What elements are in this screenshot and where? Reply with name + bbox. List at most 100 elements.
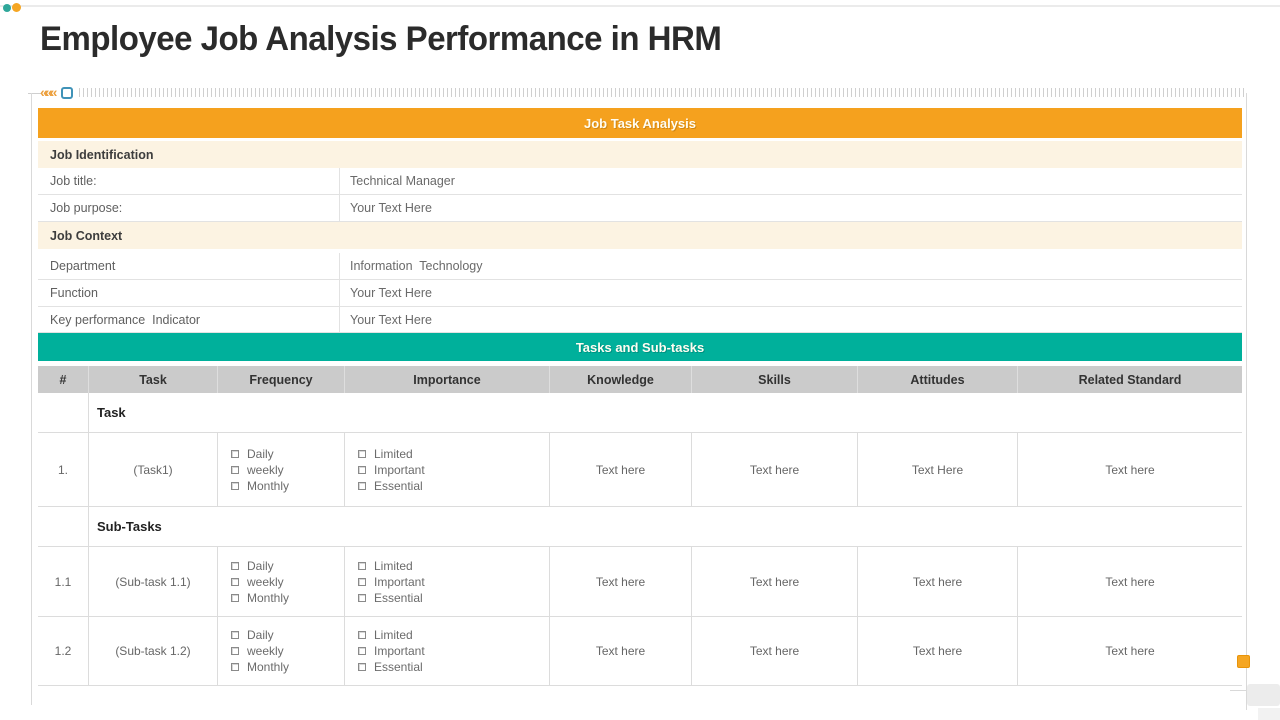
row-value: Your Text Here [350, 312, 432, 327]
cell-frequency: Daily weekly Monthly [217, 617, 344, 685]
window-dot-orange-icon [12, 3, 21, 12]
frequency-option: Monthly [231, 590, 289, 606]
ruler-checkbox[interactable] [61, 87, 73, 99]
frequency-option: weekly [231, 462, 284, 478]
cell-task-name: (Sub-task 1.1) [88, 547, 217, 616]
importance-option: Essential [358, 590, 423, 606]
importance-option: Limited [358, 558, 413, 574]
checkbox-icon [231, 577, 239, 586]
checkbox-icon [358, 647, 366, 655]
cell-related-standard: Text here [1017, 433, 1242, 506]
option-label: weekly [247, 644, 284, 658]
table-row-subtask-1-2: 1.2 (Sub-task 1.2) Daily weekly Monthly … [38, 617, 1242, 686]
cell-frequency: Daily weekly Monthly [217, 547, 344, 616]
column-header: Frequency [217, 366, 344, 393]
cell-attitudes: Text here [857, 547, 1017, 616]
frequency-option: Daily [231, 558, 274, 574]
cell-task-name: (Sub-task 1.2) [88, 617, 217, 685]
tasks-column-header-row: # Task Frequency Importance Knowledge Sk… [38, 366, 1242, 393]
cell-skills: Text here [691, 547, 857, 616]
cell-attitudes: Text here [857, 617, 1017, 685]
column-header: Skills [691, 366, 857, 393]
checkbox-icon [358, 593, 366, 602]
option-label: Daily [247, 628, 274, 642]
option-label: Important [374, 644, 425, 658]
importance-option: Important [358, 462, 425, 478]
frame-right-line [1246, 93, 1247, 710]
column-header: Attitudes [857, 366, 1017, 393]
option-label: Limited [374, 558, 413, 573]
scrollbar-corner[interactable] [1247, 684, 1280, 706]
column-header: Knowledge [549, 366, 691, 393]
checkbox-icon [358, 631, 366, 639]
option-label: Monthly [247, 478, 290, 493]
group-label: Sub-Tasks [88, 507, 1242, 546]
checkbox-icon [358, 663, 366, 671]
checkbox-icon [358, 481, 366, 490]
option-label: Daily [247, 558, 274, 573]
group-num-cell [38, 393, 88, 432]
scrollbar-corner-small [1258, 708, 1280, 720]
checkbox-icon [231, 449, 239, 458]
group-num-cell [38, 507, 88, 546]
importance-option: Essential [358, 659, 423, 675]
column-header: Task [88, 366, 217, 393]
checkbox-icon [231, 593, 239, 602]
checkbox-icon [231, 465, 239, 474]
row-function: Function Your Text Here [38, 280, 1242, 307]
cell-importance: Limited Important Essential [344, 547, 549, 616]
cell-skills: Text here [691, 433, 857, 506]
section-job-identification: Job Identification [38, 141, 1242, 168]
column-header: Related Standard [1017, 366, 1242, 393]
row-label: Job purpose: [38, 195, 340, 221]
checkbox-icon [231, 561, 239, 570]
cell-related-standard: Text here [1017, 547, 1242, 616]
option-label: Monthly [247, 660, 290, 674]
row-job-purpose: Job purpose: Your Text Here [38, 195, 1242, 222]
checkbox-icon [231, 481, 239, 490]
checkbox-icon [358, 465, 366, 474]
frequency-option: weekly [231, 643, 284, 659]
option-label: Limited [374, 628, 413, 642]
cell-knowledge: Text here [549, 433, 691, 506]
column-header: Importance [344, 366, 549, 393]
cell-knowledge: Text here [549, 547, 691, 616]
cell-frequency: Daily weekly Monthly [217, 433, 344, 506]
cell-task-name: (Task1) [88, 433, 217, 506]
cell-importance: Limited Important Essential [344, 433, 549, 506]
option-label: Limited [374, 446, 413, 461]
cell-num: 1.1 [54, 574, 72, 589]
checkbox-icon [358, 577, 366, 586]
checkbox-icon [358, 449, 366, 458]
checkbox-icon [231, 647, 239, 655]
cell-knowledge: Text here [549, 617, 691, 685]
checkbox-icon [358, 561, 366, 570]
row-value: Information Technology [350, 259, 483, 273]
frequency-option: weekly [231, 574, 284, 590]
column-header: # [38, 366, 88, 393]
option-label: weekly [247, 574, 284, 589]
checkbox-icon [231, 631, 239, 639]
top-divider-line [0, 5, 1280, 7]
section-job-context: Job Context [38, 222, 1242, 249]
ruler-connector-line [28, 93, 41, 94]
frequency-option: Daily [231, 627, 274, 643]
importance-option: Important [358, 643, 425, 659]
collapse-chevrons-icon[interactable]: ««« [40, 84, 57, 100]
row-label: Key performance Indicator [38, 307, 340, 332]
cell-attitudes: Text Here [857, 433, 1017, 506]
row-label: Function [38, 280, 340, 306]
group-row-task: Task [38, 393, 1242, 433]
checkbox-icon [231, 663, 239, 671]
tasks-title-bar: Tasks and Sub-tasks [38, 333, 1242, 361]
option-label: Daily [247, 446, 274, 461]
option-label: Important [374, 574, 425, 589]
resize-handle[interactable] [1237, 655, 1250, 668]
row-label: Job title: [38, 168, 340, 194]
option-label: Important [374, 462, 425, 477]
row-job-title: Job title: Technical Manager [38, 168, 1242, 195]
table-title-bar: Job Task Analysis [38, 108, 1242, 138]
frequency-option: Monthly [231, 659, 289, 675]
frame-left-line [31, 93, 32, 705]
importance-option: Limited [358, 627, 413, 643]
